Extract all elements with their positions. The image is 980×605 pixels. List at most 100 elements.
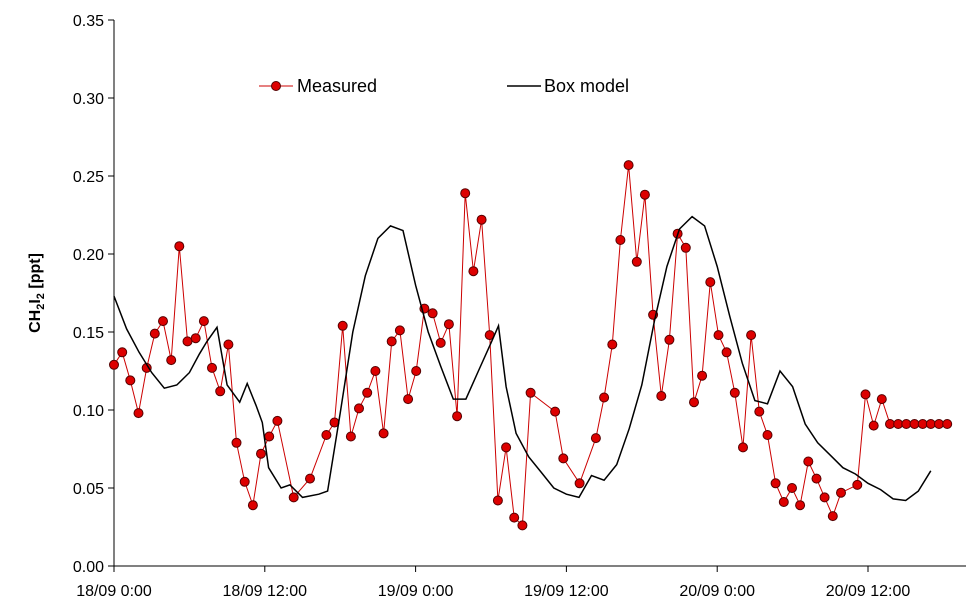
data-point	[762, 430, 773, 440]
data-point	[689, 397, 699, 408]
data-point	[729, 387, 740, 398]
data-point	[468, 266, 479, 277]
data-point	[305, 473, 315, 484]
data-point	[198, 316, 209, 327]
data-point	[509, 512, 520, 523]
data-point	[664, 334, 675, 345]
legend-label-box-model: Box model	[544, 76, 629, 96]
y-axis: 0.00 0.05 0.10 0.15 0.20 0.25 0.30 0.35	[73, 13, 114, 576]
legend-marker-measured	[271, 81, 281, 91]
x-tick-label: 20/09 0:00	[679, 583, 755, 600]
data-point	[909, 419, 920, 429]
data-point	[354, 403, 364, 414]
data-point	[934, 419, 944, 429]
data-point	[590, 433, 601, 444]
data-point	[117, 347, 128, 358]
y-axis-label-part: CH	[27, 310, 44, 333]
data-point	[272, 415, 283, 426]
y-tick-label: 0.10	[73, 403, 104, 420]
y-axis-label-part: 2	[35, 293, 47, 299]
y-axis-label-part: 2	[35, 304, 47, 310]
y-tick-label: 0.25	[73, 169, 104, 186]
data-point	[403, 394, 414, 405]
legend: Measured Box model	[259, 76, 629, 96]
data-point	[770, 478, 781, 489]
x-axis: 18/09 0:00 18/09 12:00 19/09 0:00 19/09 12:…	[76, 566, 910, 600]
chart-frame	[113, 20, 966, 567]
series-line	[113, 165, 948, 527]
data-point	[754, 406, 765, 417]
data-point	[476, 214, 487, 225]
data-point	[721, 347, 732, 358]
data-point	[574, 478, 585, 489]
data-point	[942, 419, 953, 429]
data-point	[746, 330, 757, 341]
data-point	[370, 366, 381, 376]
data-point	[656, 391, 667, 401]
data-point	[247, 500, 258, 511]
data-point	[778, 497, 789, 507]
data-point	[321, 430, 332, 440]
data-point	[868, 420, 879, 431]
data-point	[264, 431, 275, 442]
series-measured	[109, 160, 953, 531]
data-point	[787, 483, 797, 493]
data-point	[174, 241, 185, 252]
data-point	[827, 511, 838, 522]
y-tick-label: 0.35	[73, 13, 104, 30]
data-point	[795, 500, 806, 511]
data-point	[207, 362, 217, 373]
data-point	[623, 160, 634, 171]
data-point	[435, 337, 446, 348]
x-tick-label: 19/09 0:00	[378, 583, 454, 600]
data-point	[607, 339, 618, 350]
data-point	[427, 308, 438, 319]
data-point	[166, 355, 177, 366]
data-point	[182, 336, 193, 347]
data-point	[492, 495, 503, 506]
data-point	[819, 492, 830, 503]
data-point	[836, 487, 846, 498]
data-point	[885, 419, 895, 429]
x-tick-label: 19/09 12:00	[524, 583, 609, 600]
data-point	[223, 339, 234, 350]
data-point	[394, 325, 405, 336]
data-point	[705, 277, 716, 288]
data-point	[713, 330, 724, 341]
data-point	[133, 408, 144, 419]
data-point	[803, 456, 814, 467]
y-tick-label: 0.15	[73, 325, 104, 342]
data-point	[345, 431, 356, 442]
data-point	[149, 328, 160, 339]
data-point	[860, 389, 871, 400]
data-point	[109, 359, 119, 370]
data-point	[680, 242, 691, 253]
data-point	[697, 370, 708, 381]
data-point	[386, 336, 397, 347]
data-point	[378, 428, 389, 439]
data-point	[501, 442, 512, 453]
data-point	[852, 479, 863, 490]
data-point	[215, 386, 226, 397]
series-box-model	[113, 215, 932, 502]
y-axis-label: CH2I2 [ppt]	[27, 253, 47, 333]
data-point	[288, 492, 299, 503]
x-tick-label: 18/09 12:00	[223, 583, 308, 600]
y-axis-label-part: I	[27, 299, 44, 303]
data-point	[256, 448, 266, 459]
data-point	[925, 419, 936, 429]
data-point	[239, 476, 250, 487]
data-point	[411, 366, 422, 376]
data-point	[443, 319, 454, 330]
y-tick-label: 0.00	[73, 559, 104, 576]
y-tick-label: 0.05	[73, 481, 104, 498]
x-tick-label: 20/09 12:00	[826, 583, 911, 600]
series-layer	[109, 160, 953, 531]
data-point	[631, 256, 642, 267]
data-point	[190, 333, 201, 344]
data-point	[615, 235, 626, 245]
data-point	[876, 394, 887, 405]
legend-label-measured: Measured	[297, 76, 377, 96]
x-tick-label: 18/09 0:00	[76, 583, 152, 600]
